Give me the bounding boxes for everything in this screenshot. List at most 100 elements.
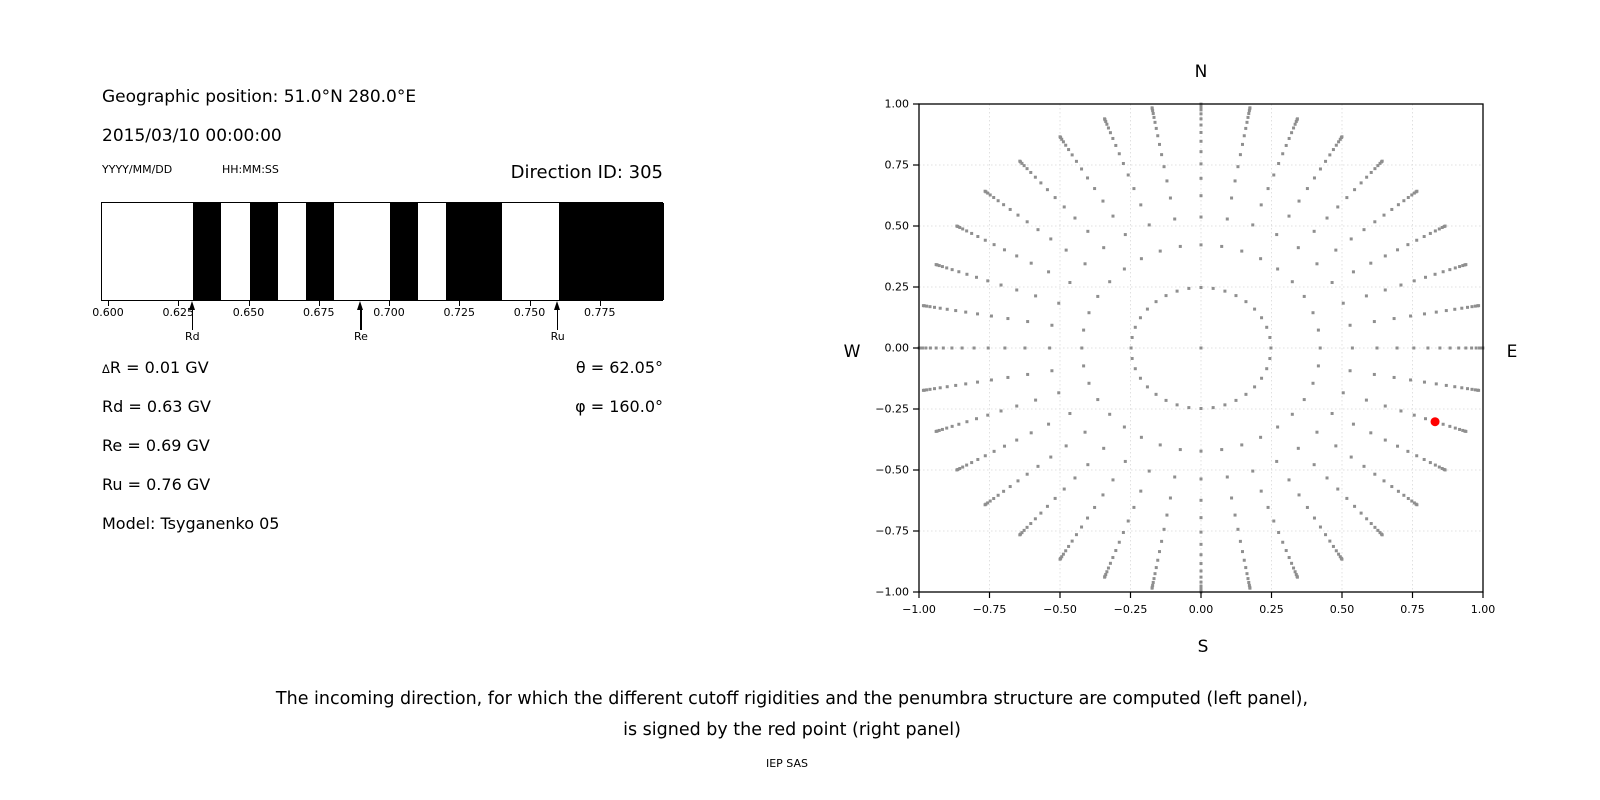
direction-dot (1199, 117, 1203, 121)
x-tick-label: 0.25 (1259, 603, 1284, 616)
direction-dot (1173, 217, 1177, 221)
direction-dot (1294, 572, 1298, 576)
direction-dot (954, 383, 958, 387)
direction-dot (1281, 152, 1285, 156)
direction-dot (1064, 444, 1068, 448)
direction-dot (1003, 346, 1007, 350)
direction-dot (1253, 385, 1257, 389)
direction-dot (1102, 246, 1106, 250)
direction-dot (1336, 487, 1340, 491)
direction-dot (1341, 301, 1345, 305)
direction-dot (1158, 249, 1162, 253)
direction-dot (1156, 134, 1160, 138)
direction-dot (1238, 153, 1242, 157)
cutoff-arrow-head-ru (554, 301, 561, 310)
direction-dot (1049, 237, 1053, 241)
direction-dot (1147, 469, 1151, 473)
direction-dot (1362, 228, 1366, 232)
direction-dot (1050, 323, 1054, 327)
direction-dot (1246, 115, 1250, 119)
direction-dot (1199, 150, 1203, 154)
y-tick-label: −0.50 (875, 463, 909, 477)
direction-dot (1093, 505, 1097, 509)
geographic-position-text: Geographic position: 51.0°N 280.0°E (102, 87, 417, 107)
direction-dot (1108, 412, 1112, 416)
direction-dot (1074, 159, 1078, 163)
direction-dot (1158, 550, 1162, 554)
direction-dot (1353, 188, 1357, 192)
direction-dot (1047, 422, 1051, 426)
x-tick-label: −1.00 (902, 603, 936, 616)
direction-dot (1399, 409, 1403, 413)
direction-dot (1108, 280, 1112, 284)
direction-dot (1383, 404, 1387, 408)
direction-dot (1238, 539, 1242, 543)
direction-dot (1340, 135, 1344, 139)
direction-dot (950, 268, 954, 272)
barcode-x-tick-label: 0.650 (232, 306, 265, 319)
allowed-rigidity-band (193, 203, 222, 300)
direction-dot (1015, 288, 1019, 292)
direction-dot (1230, 196, 1234, 200)
direction-dot (1086, 229, 1090, 233)
direction-dot (1062, 487, 1066, 491)
allowed-rigidity-band (558, 203, 664, 300)
direction-dot (1373, 472, 1377, 476)
direction-dot (1396, 489, 1400, 493)
direction-dot (1223, 403, 1227, 407)
date-format-label: YYYY/MM/DD (102, 163, 173, 176)
direction-dot (1074, 533, 1078, 537)
direction-dot (958, 466, 962, 470)
cutoff-label-re: Re (353, 330, 368, 343)
direction-dot (1318, 525, 1322, 529)
direction-dot (1383, 288, 1387, 292)
direction-dot (1244, 392, 1248, 396)
direction-dot (986, 191, 990, 195)
direction-dot (950, 346, 954, 350)
direction-dot (1103, 117, 1107, 121)
axis-tick-marks (913, 103, 1484, 598)
direction-dot (945, 266, 949, 270)
direction-dot (1444, 309, 1448, 313)
direction-dot (1287, 214, 1291, 218)
direction-dot (1130, 357, 1134, 361)
direction-dot (1337, 552, 1341, 556)
re-value: Re = 0.69 GV (102, 436, 210, 455)
direction-dot (1070, 153, 1074, 157)
direction-dot (1139, 257, 1143, 261)
direction-dot (1474, 346, 1478, 350)
direction-dot (1158, 142, 1162, 146)
direction-dot (1160, 539, 1164, 543)
direction-dot (1245, 120, 1249, 124)
cutoff-label-rd: Rd (184, 330, 200, 343)
direction-dot (1448, 424, 1452, 428)
direction-dot (937, 264, 941, 268)
direction-dot (992, 497, 996, 501)
direction-dot (1477, 388, 1481, 392)
direction-dot (1324, 533, 1328, 537)
direction-dot (1211, 286, 1215, 290)
direction-dot (1269, 346, 1273, 350)
direction-dot (1154, 566, 1158, 570)
direction-dot (1409, 314, 1413, 318)
direction-dot (1443, 468, 1447, 472)
direction-dot (1199, 130, 1203, 134)
direction-dot (965, 272, 969, 276)
direction-dot (1151, 580, 1155, 584)
direction-dot (1152, 115, 1156, 119)
barcode-x-tick (248, 301, 250, 306)
direction-dot (1068, 411, 1072, 415)
direction-dot (1036, 228, 1040, 232)
direction-dot (1365, 175, 1369, 179)
credit-label: IEP SAS (765, 757, 809, 770)
direction-dot (1022, 164, 1026, 168)
y-tick-label: 1.00 (884, 97, 910, 111)
time-format-label: HH:MM:SS (222, 163, 279, 176)
direction-dot (1359, 511, 1363, 515)
direction-dot (1428, 231, 1432, 235)
direction-dot (1415, 238, 1419, 242)
direction-dot (1086, 516, 1090, 520)
direction-dot (1440, 466, 1444, 470)
direction-dot (1068, 281, 1072, 285)
direction-dot (1199, 569, 1203, 573)
